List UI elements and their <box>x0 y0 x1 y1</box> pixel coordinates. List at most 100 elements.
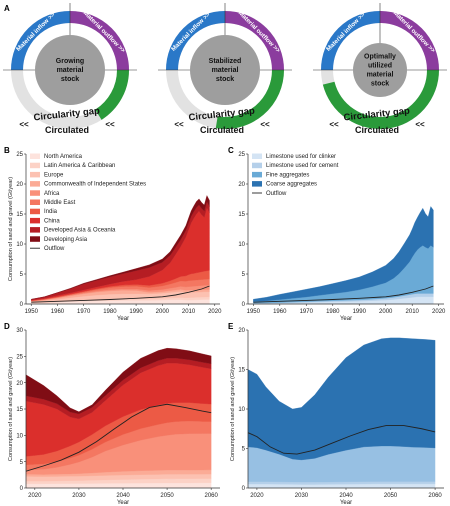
y-tick-label: 0 <box>20 302 24 308</box>
y-tick-label: 25 <box>16 152 23 158</box>
legend-label: Middle East <box>44 200 76 206</box>
panel-label-a: A <box>4 4 10 13</box>
y-tick-label: 10 <box>238 242 245 248</box>
y-tick-label: 5 <box>242 272 246 278</box>
material-stock <box>35 35 105 105</box>
legend-label: Europe <box>44 172 64 178</box>
x-axis-label: Year <box>340 500 352 506</box>
area-series-1 <box>247 483 436 489</box>
inflow-label: Material inflow >> <box>325 11 367 53</box>
stock-label: utilized <box>368 63 392 70</box>
stock-label: Optimally <box>364 54 396 61</box>
x-tick-label: 2030 <box>295 493 309 499</box>
legend-label: Africa <box>44 191 60 197</box>
x-tick-label: 2060 <box>205 493 219 499</box>
legend-swatch <box>30 181 40 187</box>
y-tick-label: 5 <box>20 272 24 278</box>
y-tick-label: 0 <box>20 486 24 492</box>
y-tick-label: 10 <box>16 242 23 248</box>
chart-historical-regions: 0 5 10 15 20 25 1950 1960 1970 1980 1990 2000 2010 20… <box>8 152 222 322</box>
y-axis-label: Consumption of sand and gravel (Gt/year) <box>8 357 14 461</box>
y-tick-label: 0 <box>242 486 246 492</box>
circle-diagram-3: Optimally utilized material stock Material i… <box>313 3 447 135</box>
circulated-arrow: << <box>19 120 29 129</box>
stock-label: stock <box>61 76 79 83</box>
legend-label: Limestone used for clinker <box>266 154 336 160</box>
legend-label: China <box>44 218 60 224</box>
x-tick-label: 2020 <box>250 493 264 499</box>
circulated-arrow: << <box>260 120 270 129</box>
legend-swatch <box>30 208 40 215</box>
x-tick-label: 2050 <box>384 493 398 499</box>
x-tick-label: 1970 <box>300 309 314 315</box>
material-stock <box>190 35 260 105</box>
y-tick-label: 25 <box>238 152 245 158</box>
outflow-label: Material outflow >> <box>392 10 437 55</box>
legend-swatch <box>30 227 40 233</box>
y-tick-label: 15 <box>238 212 245 218</box>
y-axis-label: Consumption of sand and gravel (Gt/year) <box>8 177 14 281</box>
x-tick-label: 2040 <box>339 493 353 499</box>
circulated-arrow: << <box>105 120 115 129</box>
circulated-arc <box>94 69 129 120</box>
circulated-label: Circulated <box>200 125 244 135</box>
x-tick-label: 2010 <box>406 309 420 315</box>
y-tick-label: 20 <box>238 182 245 188</box>
outflow-arc <box>379 11 439 71</box>
chart-projection-regions: 0 5 10 15 20 25 30 2020 2030 2040 2050 2060 Year Cons… <box>8 328 220 506</box>
x-tick-label: 1950 <box>25 309 39 315</box>
x-tick-label: 1990 <box>129 309 143 315</box>
panel-label-d: D <box>4 322 10 331</box>
panel-label-b: B <box>4 146 10 155</box>
y-tick-label: 30 <box>16 328 23 334</box>
legend-swatch <box>30 162 40 169</box>
x-tick-label: 1960 <box>51 309 65 315</box>
panel-label-e: E <box>228 322 234 331</box>
panel-label-c: C <box>228 146 234 155</box>
y-tick-label: 15 <box>16 407 23 413</box>
outflow-line <box>253 285 434 303</box>
x-tick-label: 2050 <box>160 493 174 499</box>
legend-swatch <box>252 171 262 178</box>
y-tick-label: 15 <box>238 368 245 374</box>
x-tick-label: 2060 <box>428 493 442 499</box>
y-tick-label: 20 <box>16 381 23 387</box>
stock-label: Stabilized <box>209 58 242 65</box>
inflow-arc <box>11 11 71 71</box>
circularity-diagrams: Growing material stock Material inflow >> Ma… <box>3 3 447 135</box>
legend-label: India <box>44 209 58 215</box>
legend-label: Latin America & Caribbean <box>44 163 115 169</box>
legend-label: Developed Asia & Oceania <box>44 228 116 234</box>
circulated-arc <box>322 69 439 129</box>
legend-label: Outflow <box>266 191 287 197</box>
outflow-arc <box>224 11 284 71</box>
x-axis-label: Year <box>340 316 352 322</box>
y-tick-label: 10 <box>16 434 23 440</box>
x-tick-label: 1960 <box>273 309 287 315</box>
legend-swatch <box>30 217 40 224</box>
y-tick-label: 20 <box>16 182 23 188</box>
x-tick-label: 1950 <box>247 309 261 315</box>
area-series-4 <box>247 337 436 461</box>
y-tick-label: 0 <box>242 302 246 308</box>
circulated-arrow: << <box>329 120 339 129</box>
circulated-label: Circulated <box>45 125 89 135</box>
y-tick-label: 15 <box>16 212 23 218</box>
circulated-arrow: << <box>174 120 184 129</box>
x-tick-label: 2020 <box>28 493 42 499</box>
y-tick-label: 5 <box>242 447 246 453</box>
legend-swatch <box>30 171 40 178</box>
material-stock <box>353 43 407 97</box>
circulated-arrow: << <box>415 120 425 129</box>
y-tick-label: 5 <box>20 460 24 466</box>
legend-label: Limestone used for cement <box>266 163 339 169</box>
y-tick-label: 25 <box>16 355 23 361</box>
legend-swatch <box>30 153 40 159</box>
x-tick-label: 2040 <box>116 493 130 499</box>
area-series-10 <box>31 195 210 300</box>
stock-label: stock <box>216 76 234 83</box>
stock-label: material <box>57 67 84 74</box>
x-tick-label: 1980 <box>326 309 340 315</box>
